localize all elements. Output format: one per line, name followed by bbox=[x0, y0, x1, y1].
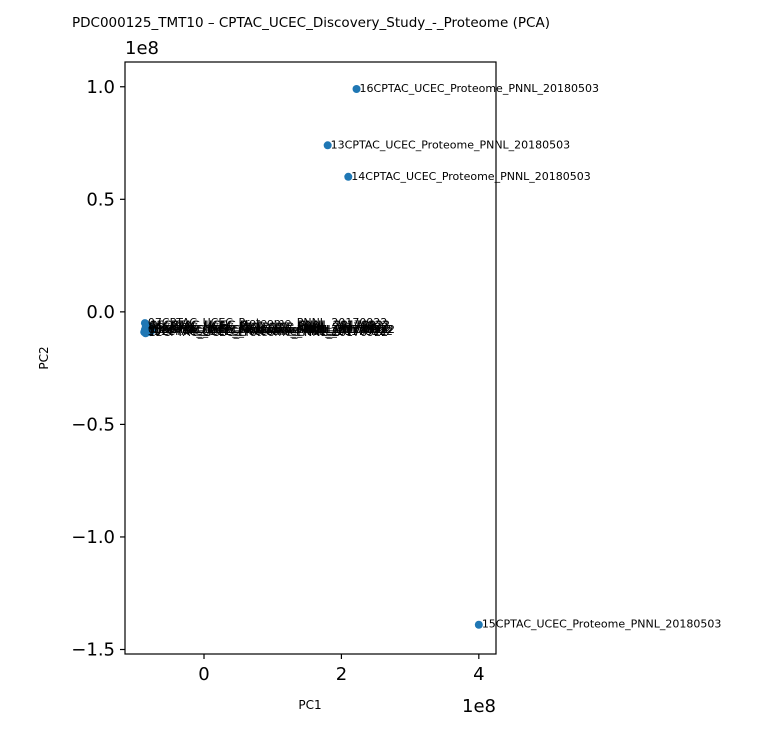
x-tick-label: 2 bbox=[336, 664, 347, 685]
data-point-label: 03CPTAC_UCEC_Proteome_PNNL_20170922 bbox=[148, 323, 388, 336]
data-point bbox=[323, 141, 332, 150]
data-points bbox=[140, 85, 483, 629]
data-point-label: 04CPTAC_UCEC_Proteome_PNNL_20170922 bbox=[152, 323, 392, 336]
data-point-label: 02CPTAC_UCEC_Proteome_PNNL_20170922 bbox=[150, 323, 390, 336]
data-point-label: 16CPTAC_UCEC_Proteome_PNNL_20180503 bbox=[360, 82, 600, 95]
data-point-label: 12CPTAC_UCEC_Proteome_PNNL_20170922 bbox=[149, 326, 389, 339]
data-point-label: 10CPTAC_UCEC_Proteome_PNNL_20170922 bbox=[147, 325, 387, 338]
y-axis: 1.0 0.5 0.0 −0.5 −1.0 −1.5 bbox=[71, 77, 125, 660]
data-point-label: 13CPTAC_UCEC_Proteome_PNNL_20180503 bbox=[331, 138, 571, 151]
data-point bbox=[352, 85, 361, 94]
data-point-label: 08CPTAC_UCEC_Proteome_PNNL_20170922 bbox=[154, 323, 394, 336]
data-point-label: 05CPTAC_UCEC_Proteome_PNNL_20170922 bbox=[149, 321, 389, 334]
x-axis: 0 2 4 bbox=[198, 654, 485, 685]
data-point-label: 06CPTAC_UCEC_Proteome_PNNL_20170922 bbox=[151, 318, 391, 331]
data-point-label: 09CPTAC_UCEC_Proteome_PNNL_20170922 bbox=[155, 323, 395, 336]
y-tick-label: 1.0 bbox=[86, 77, 115, 98]
x-axis-scale-label: 1e8 bbox=[462, 696, 496, 717]
x-tick-label: 4 bbox=[473, 664, 484, 685]
plot-area-frame bbox=[124, 61, 497, 655]
y-tick-label: −1.0 bbox=[71, 527, 115, 548]
y-tick-label: −0.5 bbox=[71, 414, 115, 435]
data-point bbox=[474, 620, 483, 629]
x-axis-label: PC1 bbox=[298, 698, 321, 712]
data-point-label: 15CPTAC_UCEC_Proteome_PNNL_20180503 bbox=[482, 618, 722, 631]
data-point-label: 11CPTAC_UCEC_Proteome_PNNL_20170922 bbox=[153, 325, 393, 338]
y-tick-label: 0.0 bbox=[86, 302, 115, 323]
data-point-label: 07CPTAC_UCEC_Proteome_PNNL_20170922 bbox=[148, 316, 388, 329]
y-axis-label: PC2 bbox=[37, 346, 51, 369]
chart-title: PDC000125_TMT10 – CPTAC_UCEC_Discovery_S… bbox=[72, 15, 550, 31]
data-point-label: 01CPTAC_UCEC_Proteome_PNNL_20170922 bbox=[149, 318, 389, 331]
data-point bbox=[141, 329, 150, 338]
point-labels: 16CPTAC_UCEC_Proteome_PNNL_20180503 13CPT… bbox=[147, 82, 721, 631]
data-point bbox=[344, 172, 353, 181]
data-point-label: 14CPTAC_UCEC_Proteome_PNNL_20180503 bbox=[351, 170, 591, 183]
y-tick-label: −1.5 bbox=[71, 639, 115, 660]
y-tick-label: 0.5 bbox=[86, 189, 115, 210]
y-axis-scale-label: 1e8 bbox=[125, 38, 159, 59]
x-tick-label: 0 bbox=[198, 664, 209, 685]
